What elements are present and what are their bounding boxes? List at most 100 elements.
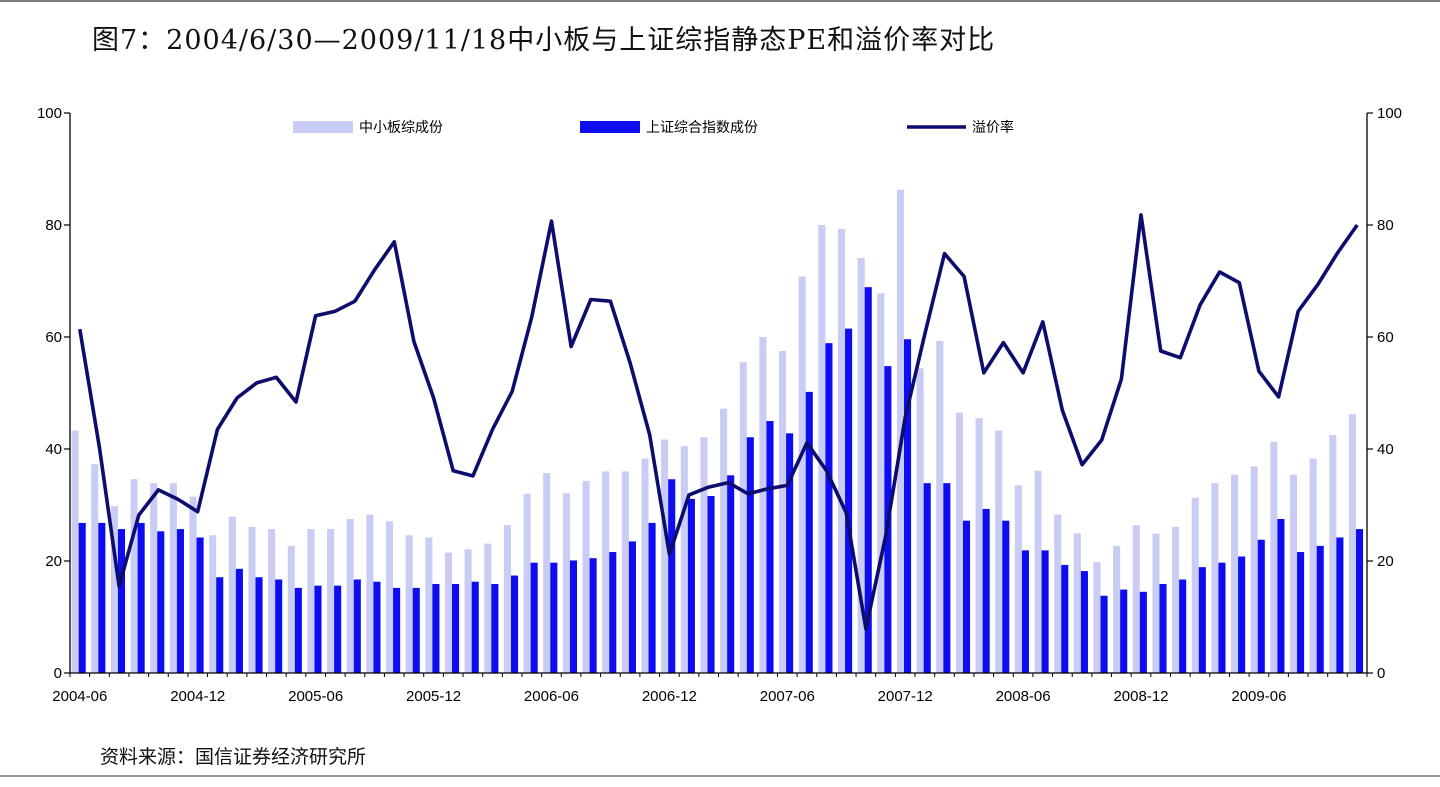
sme-bar [700,437,708,673]
sme-bar [1093,562,1101,673]
y-left-tick-label: 40 [45,441,62,458]
sme-bar [1034,470,1042,673]
sse-bar [1080,571,1088,673]
sme-bars [71,189,1356,674]
sme-bar [189,496,197,673]
sse-bar [1120,589,1128,673]
legend: 中小板综成份 上证综合指数成份 溢价率 [293,119,1014,136]
sme-bar [975,418,983,673]
sse-bar [904,339,912,673]
sse-bar [648,522,656,673]
sse-bar [176,529,184,673]
y-right-tick-label: 40 [1377,441,1394,458]
sse-bar [746,437,754,673]
sme-bar [936,340,944,673]
sme-bar [621,471,629,673]
y-left-tick-label: 100 [37,105,62,122]
sme-bar [1270,441,1278,673]
sse-bar [982,508,990,673]
sse-bar [1061,564,1069,673]
sme-bar [1014,485,1022,673]
sse-bar [923,483,931,673]
sse-bar [235,568,243,673]
sse-bar [1218,562,1226,673]
premium-line-layer [78,213,1359,631]
sse-bar [314,585,322,673]
sme-bar [110,506,118,673]
sse-bar [1179,579,1187,673]
sme-bar [405,535,413,673]
legend-label-sse: 上证综合指数成份 [646,120,758,136]
sse-bar [117,529,126,673]
y-left-tick-label: 80 [45,217,62,234]
sse-bar [452,583,460,673]
sse-bar [589,558,597,673]
sse-bar [687,498,695,673]
y-right-tick-label: 100 [1377,105,1402,122]
x-tick-label: 2007-12 [878,688,933,705]
sme-bar [1211,483,1219,673]
x-tick-label: 2004-12 [170,688,225,705]
legend-label-premium: 溢价率 [972,119,1014,136]
sme-bar [366,514,374,673]
sme-bar [739,362,747,673]
sse-bar [1002,520,1010,673]
legend-swatch-sse [580,121,640,133]
sse-bar [353,579,361,673]
sme-bar [955,412,963,673]
sme-bar [779,351,787,673]
y-right-tick-label: 0 [1377,665,1385,682]
sme-bar [327,529,335,673]
sse-bar [255,577,263,673]
sse-bar [1041,550,1049,673]
premium-line [78,213,1359,631]
sme-bar [503,525,511,673]
sme-bar [1073,533,1081,673]
sse-bar [393,587,401,673]
sse-bar [707,496,715,673]
sse-bar [275,579,283,673]
x-tick-label: 2006-12 [642,688,697,705]
sme-bar [877,293,885,673]
sse-bar [1198,567,1206,673]
sme-bar [444,552,453,673]
sme-bar [150,483,158,673]
sse-bar [216,577,224,673]
sme-bar [71,430,79,673]
x-tick-label: 2005-06 [288,688,343,705]
sme-bar [818,225,826,673]
y-right-tick-label: 80 [1377,217,1394,234]
axes: 0 20 40 60 80 100 0 20 40 60 80 100 2004-06 2004-12 20… [37,105,1402,705]
sme-bar [896,189,905,673]
sse-bar [334,585,342,673]
source-note: 资料来源：国信证券经济研究所 [100,746,367,768]
sme-bar [1231,474,1239,673]
sme-bar [1132,525,1140,673]
sse-bars [78,287,1364,673]
sse-bar [864,287,872,673]
sme-bar [1172,526,1180,673]
sse-bar [432,583,440,673]
sme-bar [1113,545,1121,673]
sme-bar [1152,533,1160,673]
sse-bar [412,587,420,673]
sse-bar [491,583,499,673]
sse-bar [1159,583,1167,673]
sse-bar [1297,552,1305,673]
sse-bar [78,522,86,673]
sse-bar [786,433,794,673]
sse-bar [1238,556,1246,673]
sse-bar [137,522,145,673]
sme-bar [209,535,217,673]
sme-bar [916,368,924,673]
sse-bar [510,575,519,673]
sse-bar [1355,529,1364,673]
sse-bar [373,581,381,673]
bottom-divider [0,775,1440,777]
sse-bar [1100,595,1108,673]
y-right-tick-label: 60 [1377,329,1394,346]
sme-bar [995,430,1003,673]
legend-label-sme: 中小板综成份 [359,120,443,136]
sme-bar [385,521,394,673]
x-tick-label: 2005-12 [406,688,461,705]
